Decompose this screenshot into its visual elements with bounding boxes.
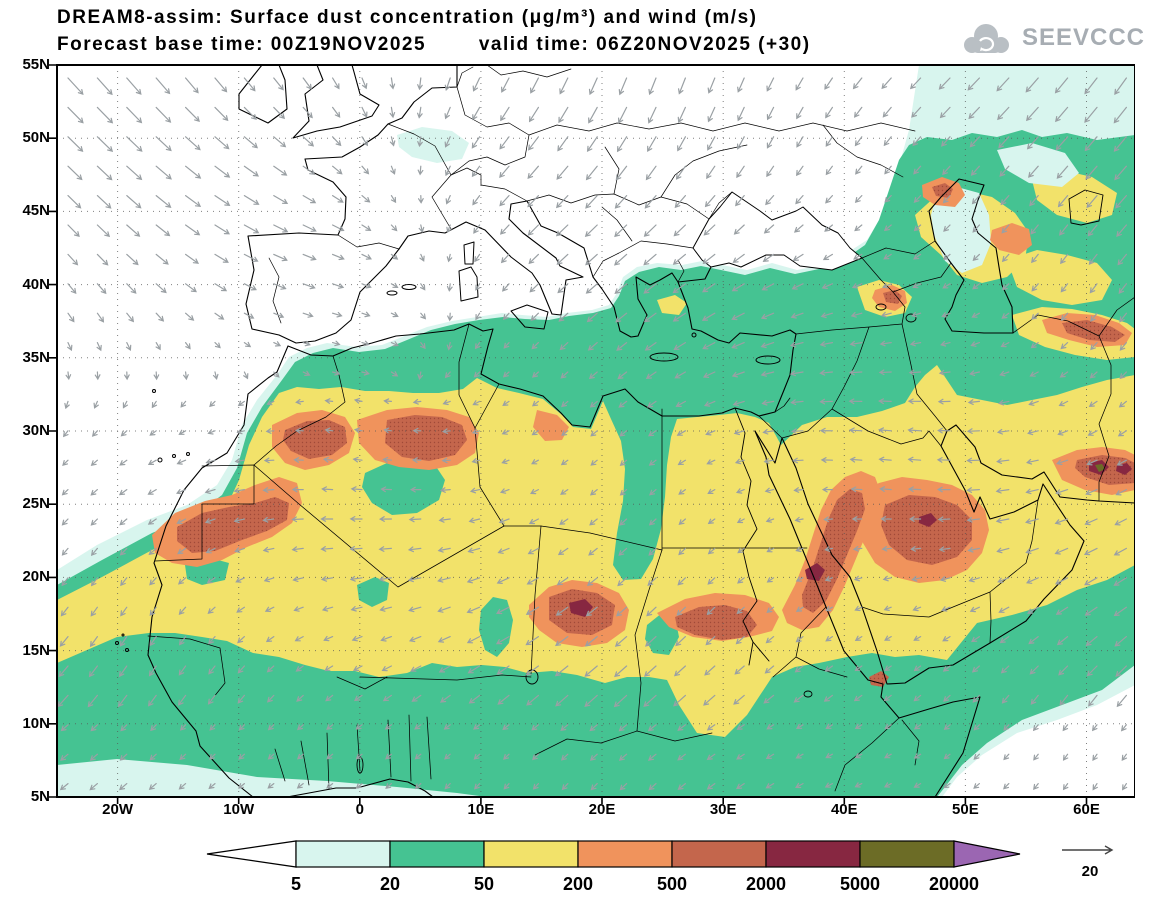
map-panel	[45, 57, 1135, 805]
lon-tick-label: 20W	[88, 801, 148, 818]
cloud-icon	[959, 20, 1013, 56]
lat-tick-label: 50N	[10, 129, 50, 146]
chart-subtitle: Forecast base time: 00Z19NOV2025 valid t…	[57, 34, 811, 56]
lon-tick-label: 60E	[1057, 801, 1117, 818]
lon-tick-label: 10E	[451, 801, 511, 818]
lat-tick-label: 40N	[10, 276, 50, 293]
seevccc-logo: SEEVCCC	[959, 20, 1145, 56]
logo-text: SEEVCCC	[1022, 24, 1145, 52]
legend-swatch	[296, 841, 390, 867]
reference-arrow-icon	[1062, 846, 1112, 854]
legend-value-label: 500	[657, 874, 687, 894]
color-legend: 5 20 50 200 500 2000 5000 20000	[180, 838, 1080, 905]
legend-value-label: 20000	[929, 874, 979, 894]
lat-tick-label: 25N	[10, 495, 50, 512]
wind-reference-value: 20	[1082, 863, 1099, 880]
lon-tick-label: 50E	[935, 801, 995, 818]
legend-swatch	[766, 841, 860, 867]
legend-value-label: 20	[380, 874, 400, 894]
lon-tick-label: 20E	[572, 801, 632, 818]
forecast-map	[45, 57, 1135, 805]
legend-value-label: 200	[563, 874, 593, 894]
lon-tick-label: 10W	[209, 801, 269, 818]
legend-swatch	[672, 841, 766, 867]
britain-coast	[293, 65, 379, 138]
lon-tick-label: 0	[330, 801, 390, 818]
valid-time: valid time: 06Z20NOV2025 (+30)	[479, 34, 811, 55]
lon-tick-label: 30E	[693, 801, 753, 818]
lat-tick-label: 20N	[10, 568, 50, 585]
legend-value-label: 50	[474, 874, 494, 894]
lat-tick-label: 10N	[10, 715, 50, 732]
legend-swatch	[207, 841, 296, 867]
legend-swatch	[390, 841, 484, 867]
lat-tick-label: 15N	[10, 642, 50, 659]
europe-atlantic-coast	[246, 65, 457, 343]
legend-value-label: 2000	[746, 874, 786, 894]
forecast-base-time: Forecast base time: 00Z19NOV2025	[57, 34, 426, 55]
legend-value-label: 5	[291, 874, 301, 894]
lat-tick-label: 45N	[10, 202, 50, 219]
legend-swatch	[860, 841, 954, 867]
chart-title: DREAM8-assim: Surface dust concentration…	[57, 7, 757, 29]
legend-value-label: 5000	[840, 874, 880, 894]
lat-tick-label: 55N	[10, 56, 50, 73]
legend-swatch	[578, 841, 672, 867]
lat-tick-label: 30N	[10, 422, 50, 439]
lon-tick-label: 40E	[814, 801, 874, 818]
legend-swatch	[954, 841, 1020, 867]
lat-tick-label: 35N	[10, 349, 50, 366]
lat-tick-label: 5N	[10, 788, 50, 805]
wind-reference: 20	[1048, 836, 1158, 896]
legend-swatch	[484, 841, 578, 867]
